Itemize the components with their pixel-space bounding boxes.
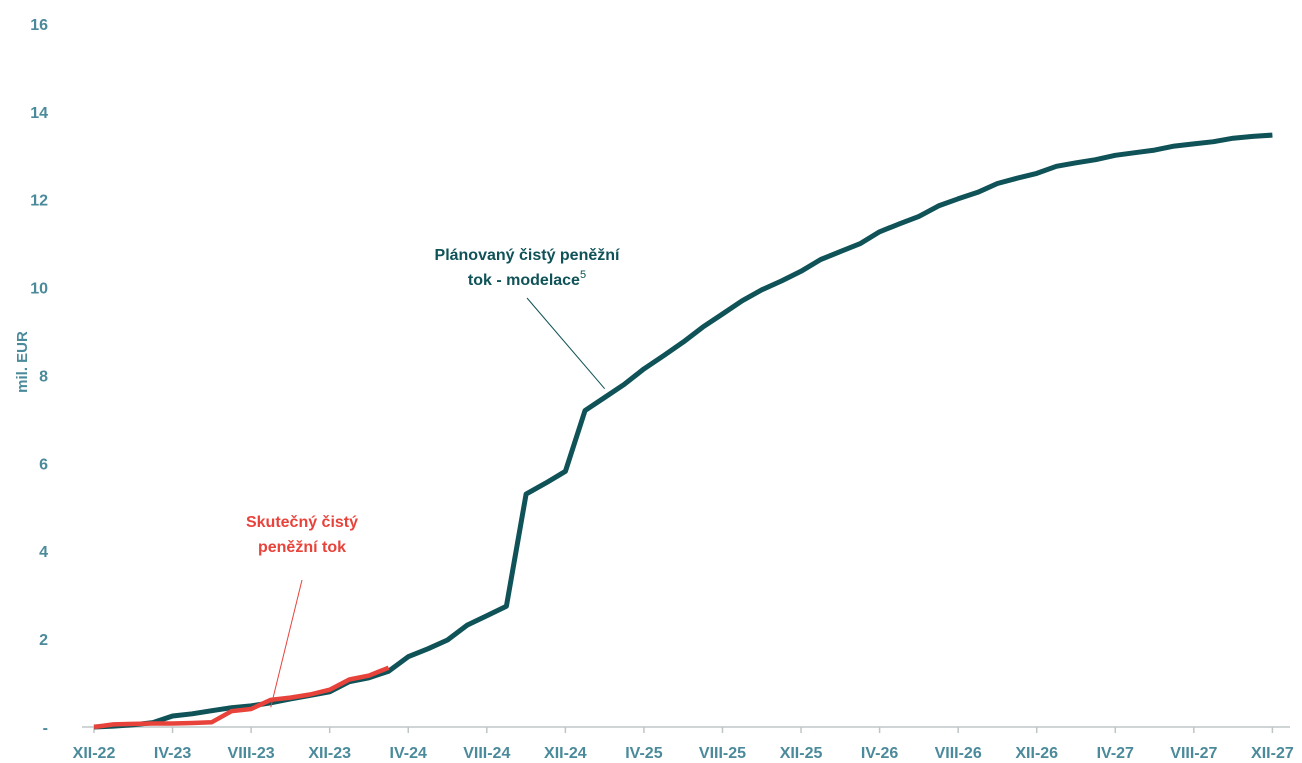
x-tick-label: VIII-26 — [935, 745, 982, 762]
planned-annotation-leader — [526, 297, 606, 389]
x-tick-label: IV-27 — [1097, 745, 1134, 762]
x-tick-label: IV-23 — [154, 745, 191, 762]
y-tick-label: 6 — [39, 456, 48, 473]
y-tick-label: - — [43, 720, 48, 737]
x-tick-label: VIII-25 — [699, 745, 746, 762]
x-tick-label: XII-24 — [544, 745, 587, 762]
y-tick-label: 12 — [30, 193, 48, 210]
annotation-text: peněžní tok — [258, 539, 346, 556]
y-tick-label: 8 — [39, 368, 48, 385]
x-tick-label: XII-22 — [73, 745, 116, 762]
actual-cashflow-line — [93, 665, 390, 730]
y-tick-label: 2 — [39, 632, 48, 649]
x-axis: XII-22 IV-23 VIII-23 XII-23 IV-24 VIII-24 XII-… — [73, 726, 1294, 762]
planned-annotation: Plánovaný čistý peněžní tok - modelace5 — [435, 247, 621, 389]
series-layer — [93, 132, 1273, 730]
x-tick-label: IV-26 — [861, 745, 898, 762]
y-tick-label: 4 — [39, 544, 48, 561]
annotation-text: tok - modelace5 — [468, 269, 586, 289]
x-tick-label: IV-25 — [625, 745, 662, 762]
annotation-superscript: 5 — [580, 269, 586, 281]
y-tick-label: 10 — [30, 281, 48, 298]
y-tick-label: 14 — [30, 105, 48, 122]
y-tick-label: 16 — [30, 17, 48, 34]
x-tick-label: IV-24 — [390, 745, 427, 762]
x-tick-label: XII-27 — [1251, 745, 1294, 762]
annotation-layer: Plánovaný čistý peněžní tok - modelace5 Sk… — [246, 247, 621, 708]
x-tick-label: VIII-24 — [463, 745, 510, 762]
planned-cashflow-line — [93, 132, 1273, 730]
x-tick-label: XII-23 — [308, 745, 351, 762]
annotation-text: Plánovaný čistý peněžní — [435, 247, 621, 264]
actual-annotation-leader — [270, 579, 303, 708]
y-axis-title: mil. EUR — [14, 331, 31, 393]
x-tick-label: XII-26 — [1015, 745, 1058, 762]
x-tick-label: XII-25 — [780, 745, 823, 762]
y-axis: - 2 4 6 8 10 12 14 16 mil. EUR — [14, 17, 48, 737]
x-tick-label: VIII-27 — [1170, 745, 1217, 762]
annotation-text: Skutečný čistý — [246, 514, 358, 531]
actual-annotation: Skutečný čistý peněžní tok — [246, 514, 358, 708]
x-tick-label: VIII-23 — [228, 745, 275, 762]
